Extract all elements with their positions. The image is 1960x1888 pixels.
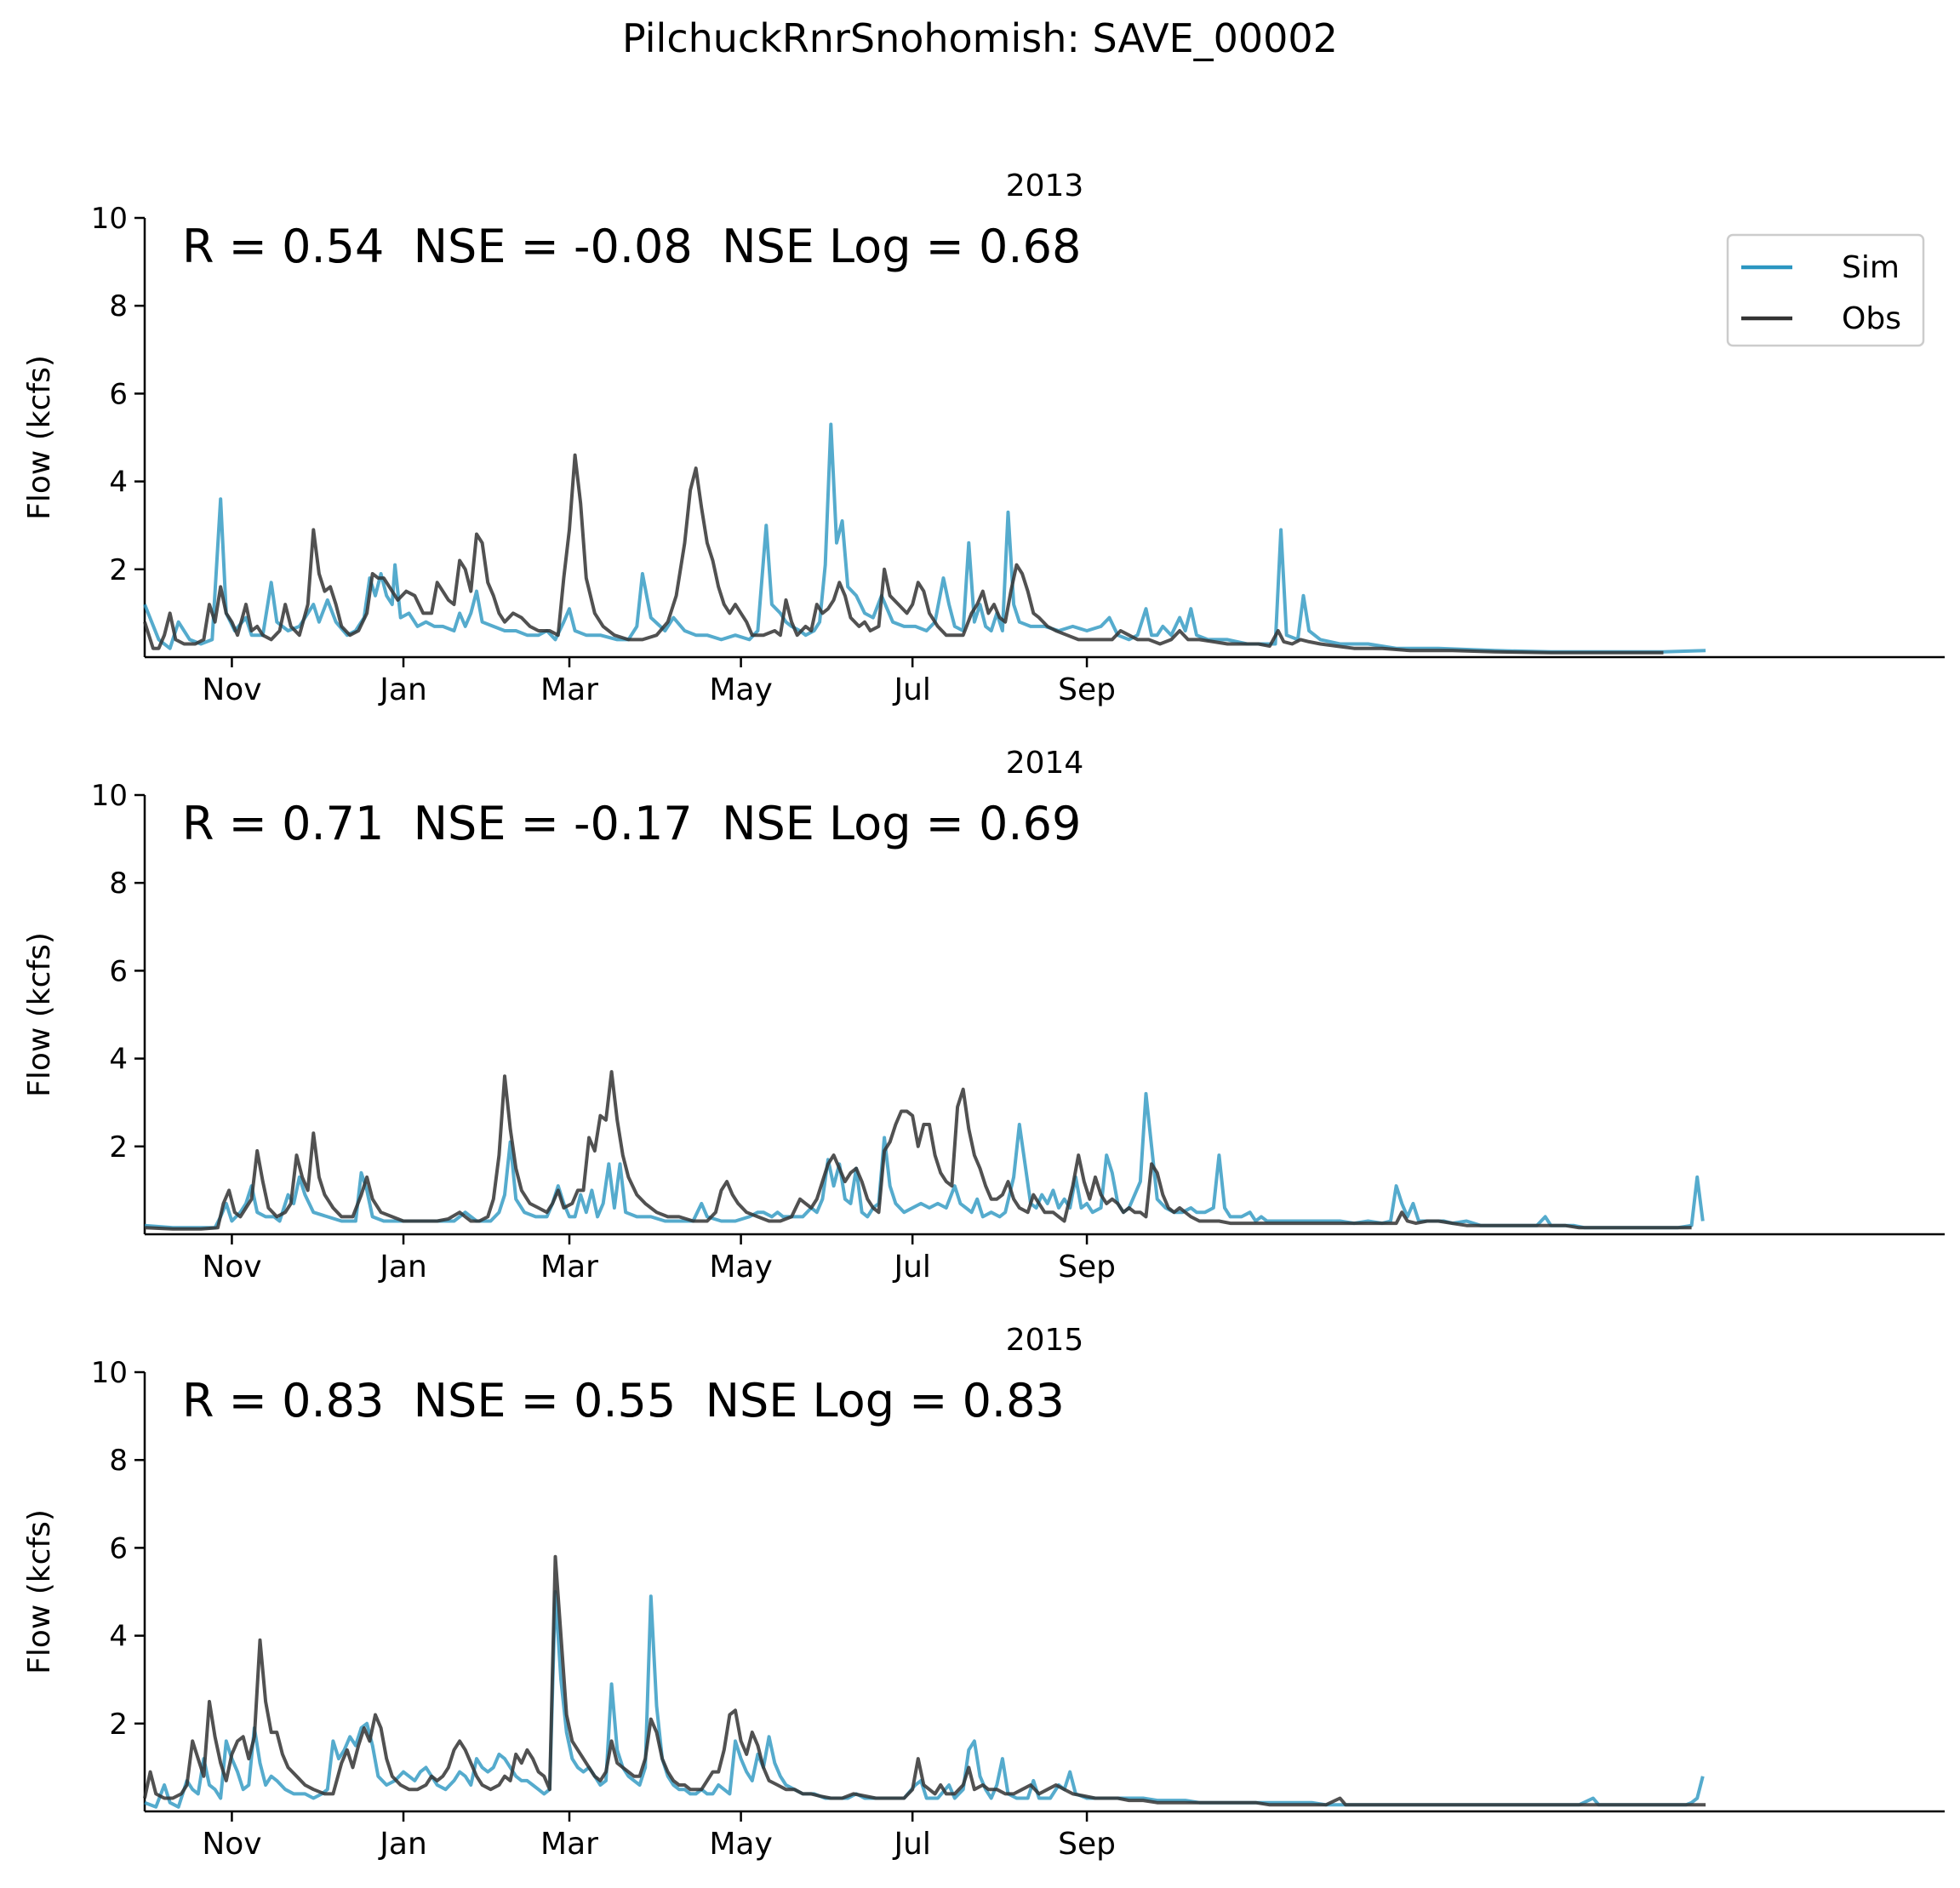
figure-title: PilchuckRnrSnohomish: SAVE_00002 xyxy=(622,15,1338,61)
y-axis-label: Flow (kcfs) xyxy=(22,355,57,520)
y-tick-label: 8 xyxy=(109,289,128,323)
x-tick-label: Nov xyxy=(202,1827,261,1862)
x-tick-label: Nov xyxy=(202,672,261,707)
y-tick-label: 10 xyxy=(91,1356,128,1390)
series-line-sim xyxy=(144,1091,1705,1230)
x-tick-label: May xyxy=(709,1827,772,1862)
x-tick-label: May xyxy=(709,672,772,707)
x-tick-label: Jan xyxy=(378,672,427,707)
x-tick-label: Sep xyxy=(1058,1827,1116,1862)
panel-2015: 2015 2 4 6 8 10 Nov Jan Mar May Jul Sep Flow (kcfs) R… xyxy=(22,1323,1945,1862)
x-tick-label: Mar xyxy=(540,672,598,707)
series-line-obs xyxy=(143,1554,1706,1807)
y-tick-label: 2 xyxy=(109,1130,128,1164)
panel-2013: 2013 2 4 6 8 10 Nov Jan Mar May Jul Sep Flow (kcfs) R… xyxy=(22,169,1945,707)
series-line-sim xyxy=(144,1590,1705,1809)
panel-title: 2015 xyxy=(1006,1323,1084,1358)
x-tick-label: Jan xyxy=(378,1250,427,1284)
x-tick-label: Mar xyxy=(540,1827,598,1862)
legend-label-obs: Obs xyxy=(1842,301,1901,336)
y-tick-label: 2 xyxy=(109,553,128,587)
panel-title: 2013 xyxy=(1006,169,1084,203)
y-tick-label: 10 xyxy=(91,202,128,236)
y-tick-label: 4 xyxy=(109,466,128,500)
series-line-obs xyxy=(144,1070,1692,1231)
y-axis-label: Flow (kcfs) xyxy=(22,932,57,1097)
y-tick-label: 10 xyxy=(91,779,128,813)
y-tick-label: 2 xyxy=(109,1708,128,1742)
y-tick-label: 8 xyxy=(109,1444,128,1478)
x-tick-label: Jul xyxy=(892,672,930,707)
stats-annotation: R = 0.83 NSE = 0.55 NSE Log = 0.83 xyxy=(182,1374,1065,1427)
x-tick-label: May xyxy=(709,1250,772,1284)
series-line-sim xyxy=(143,422,1706,654)
stats-annotation: R = 0.54 NSE = -0.08 NSE Log = 0.68 xyxy=(182,220,1081,273)
x-tick-label: Sep xyxy=(1058,1250,1116,1284)
panel-2014: 2014 2 4 6 8 10 Nov Jan Mar May Jul Sep Flow (kcfs) R… xyxy=(22,746,1945,1284)
x-tick-label: Jul xyxy=(892,1827,930,1862)
y-tick-label: 6 xyxy=(109,377,128,411)
stats-annotation: R = 0.71 NSE = -0.17 NSE Log = 0.69 xyxy=(182,797,1081,850)
x-tick-label: Sep xyxy=(1058,672,1116,707)
series-line-obs xyxy=(143,453,1664,655)
y-axis-label: Flow (kcfs) xyxy=(22,1509,57,1674)
y-tick-label: 4 xyxy=(109,1043,128,1077)
x-tick-label: Jan xyxy=(378,1827,427,1862)
y-tick-label: 6 xyxy=(109,954,128,988)
x-tick-label: Nov xyxy=(202,1250,261,1284)
x-tick-label: Jul xyxy=(892,1250,930,1284)
y-tick-label: 6 xyxy=(109,1531,128,1565)
legend-label-sim: Sim xyxy=(1842,250,1900,285)
y-tick-label: 4 xyxy=(109,1620,128,1654)
legend: Sim Obs xyxy=(1726,233,1925,347)
y-tick-label: 8 xyxy=(109,867,128,901)
panel-title: 2014 xyxy=(1006,746,1084,781)
x-tick-label: Mar xyxy=(540,1250,598,1284)
